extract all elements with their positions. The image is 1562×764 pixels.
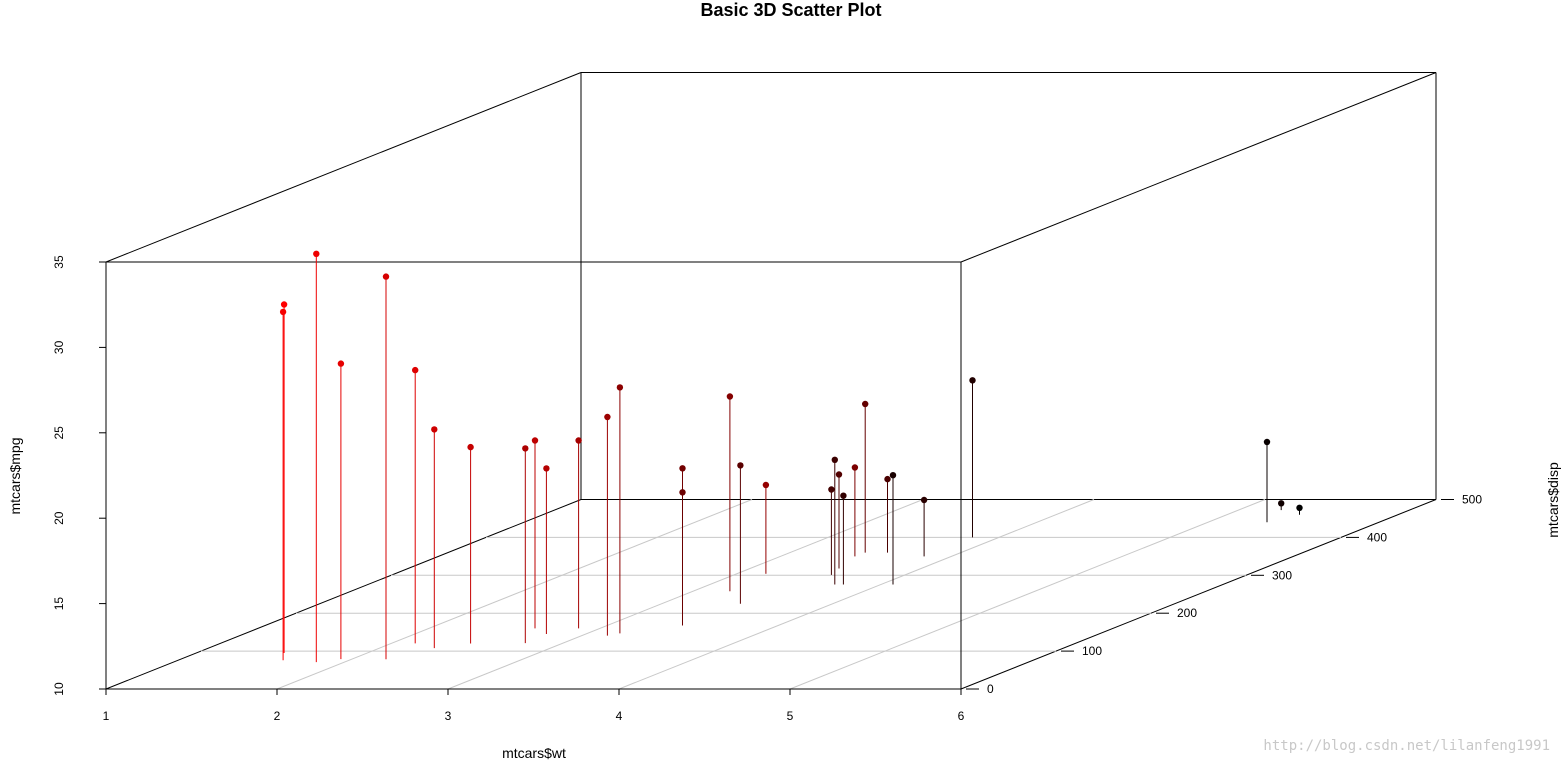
y-tick-label: 400 xyxy=(1367,530,1387,544)
chart-title: Basic 3D Scatter Plot xyxy=(700,0,881,20)
data-point xyxy=(889,472,897,479)
box-edge xyxy=(960,72,1437,263)
grid-line xyxy=(276,499,753,690)
grid-line xyxy=(789,499,1266,690)
data-point xyxy=(828,486,835,493)
x-tick-label: 6 xyxy=(958,709,965,723)
plot-box-back xyxy=(105,72,1437,690)
data-point xyxy=(337,360,345,367)
y-tick-label: 200 xyxy=(1177,606,1197,620)
data-point xyxy=(616,384,624,391)
data-points xyxy=(279,250,1303,511)
data-point xyxy=(835,471,843,478)
drop-lines xyxy=(282,253,1300,663)
data-point xyxy=(679,465,686,472)
data-point xyxy=(431,426,438,433)
z-tick-label: 10 xyxy=(52,682,66,696)
data-point xyxy=(726,393,734,400)
z-tick-label: 35 xyxy=(52,255,66,269)
y-tick-label: 300 xyxy=(1272,568,1292,582)
data-point xyxy=(543,465,550,472)
y-axis-label: mtcars$disp xyxy=(1545,462,1561,538)
box-edge xyxy=(960,499,1437,690)
x-axis-label: mtcars$wt xyxy=(502,745,566,761)
data-point xyxy=(382,273,390,280)
x-tick-label: 3 xyxy=(445,709,452,723)
data-point xyxy=(531,437,539,444)
axis-ticks: 1 2 3 4 5 6 10 15 20 25 30 35 0 100 200 300 400 500 xyxy=(52,255,1482,723)
box-edge xyxy=(105,499,582,690)
x-tick-label: 1 xyxy=(103,709,110,723)
data-point xyxy=(862,400,869,408)
data-point xyxy=(762,481,770,489)
data-point xyxy=(467,443,474,451)
data-point xyxy=(412,366,419,374)
data-point xyxy=(1278,500,1285,507)
data-point xyxy=(969,377,976,384)
data-point xyxy=(679,489,686,496)
data-point xyxy=(920,496,928,504)
data-point xyxy=(737,462,744,469)
x-tick-label: 4 xyxy=(616,709,623,723)
z-tick-label: 15 xyxy=(52,597,66,611)
data-point xyxy=(280,301,288,308)
x-tick-label: 5 xyxy=(787,709,794,723)
data-point xyxy=(1296,504,1303,511)
z-tick-label: 25 xyxy=(52,426,66,440)
data-point xyxy=(522,445,529,452)
floor-grid xyxy=(201,499,1341,690)
data-point xyxy=(831,456,838,463)
data-point xyxy=(575,437,582,444)
box-edge xyxy=(105,72,582,263)
data-point xyxy=(884,475,891,483)
data-point xyxy=(313,250,320,257)
data-point xyxy=(604,413,611,421)
data-point xyxy=(851,464,859,471)
plot-box-front xyxy=(105,261,962,690)
z-tick-label: 20 xyxy=(52,511,66,525)
data-point xyxy=(1263,438,1271,446)
watermark-text: http://blog.csdn.net/lilanfeng1991 xyxy=(1263,738,1550,754)
grid-line xyxy=(447,499,924,690)
data-point xyxy=(279,308,287,316)
y-tick-label: 500 xyxy=(1462,493,1482,507)
grid-line xyxy=(618,499,1095,690)
y-tick-label: 100 xyxy=(1082,644,1102,658)
y-tick-label: 0 xyxy=(987,682,994,696)
x-tick-label: 2 xyxy=(274,709,281,723)
z-axis-label: mtcars$mpg xyxy=(7,437,23,514)
data-point xyxy=(840,492,847,499)
z-tick-label: 30 xyxy=(52,340,66,354)
